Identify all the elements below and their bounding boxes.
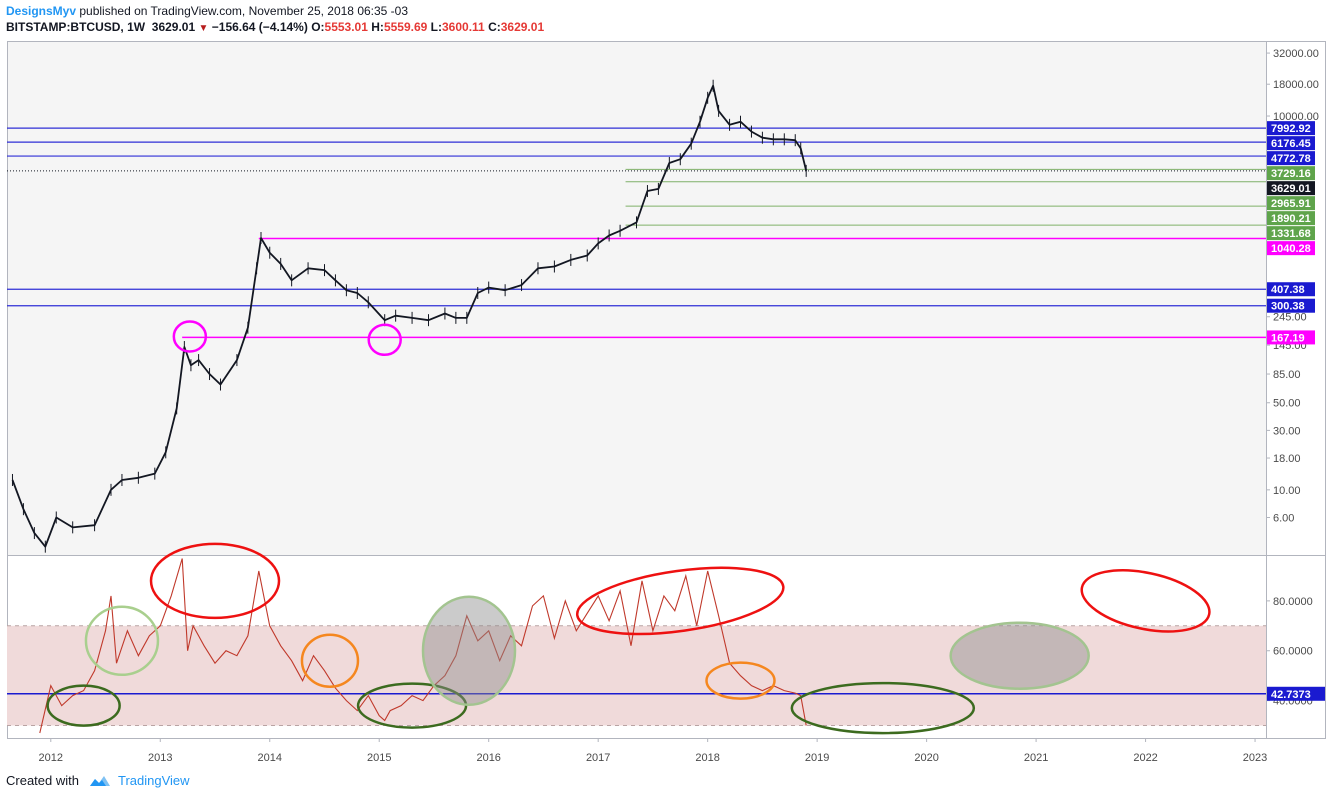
price-tick-label: 6.00 xyxy=(1273,512,1294,524)
time-tick-label: 2020 xyxy=(914,752,938,764)
last-price: 3629.01 xyxy=(151,20,196,34)
time-tick-label: 2016 xyxy=(476,752,500,764)
time-tick-label: 2014 xyxy=(258,752,282,764)
symbol-line: BITSTAMP:BTCUSD, 1W 3629.01 ▼ −156.64 (−… xyxy=(6,19,1306,37)
indicator-ellipse-annotation xyxy=(949,621,1090,690)
level-price-label: 1040.28 xyxy=(1271,243,1311,255)
time-tick-label: 2022 xyxy=(1133,752,1157,764)
level-price-label: 407.38 xyxy=(1271,284,1305,296)
price-tick-label: 85.00 xyxy=(1273,369,1301,381)
tradingview-logo-icon xyxy=(89,775,110,786)
price-tick-label: 18000.00 xyxy=(1273,79,1319,91)
down-arrow-icon: ▼ xyxy=(198,23,209,34)
level-price-label: 2965.91 xyxy=(1271,198,1311,210)
time-tick-label: 2012 xyxy=(39,752,63,764)
price-pane xyxy=(7,41,1266,555)
chart-header: DesignsMyv published on TradingView.com,… xyxy=(6,3,1306,37)
price-tick-label: 32000.00 xyxy=(1273,48,1319,60)
indicator-ellipse-annotation xyxy=(705,661,776,700)
chart-frame xyxy=(7,41,1326,739)
time-tick-label: 2018 xyxy=(695,752,719,764)
price-tick-label: 245.00 xyxy=(1273,312,1307,324)
indicator-value-tag xyxy=(1267,686,1325,701)
level-price-tag xyxy=(1267,226,1315,241)
level-price-label: 6176.45 xyxy=(1271,138,1311,150)
indicator-ellipse-annotation xyxy=(149,542,281,620)
level-price-tag xyxy=(1267,181,1315,196)
indicator-tick-label: 60.0000 xyxy=(1273,646,1313,658)
indicator-ellipse-annotation xyxy=(790,681,976,735)
level-price-tag xyxy=(1267,166,1315,181)
indicator-value-label: 42.7373 xyxy=(1271,689,1311,701)
indicator-line[interactable] xyxy=(39,558,807,734)
magenta-circle-annotation xyxy=(172,320,208,353)
level-price-tag xyxy=(1267,241,1315,256)
price-tick-label: 10.00 xyxy=(1273,485,1301,497)
price-line[interactable] xyxy=(11,84,808,548)
indicator-ellipse-annotation xyxy=(575,566,785,636)
high-value: 5559.69 xyxy=(383,20,428,34)
level-price-tag xyxy=(1267,121,1315,136)
close-value: 3629.01 xyxy=(500,20,545,34)
level-price-tag xyxy=(1267,196,1315,211)
published-text: published on TradingView.com, November 2… xyxy=(76,4,409,18)
level-price-label: 167.19 xyxy=(1271,332,1305,344)
price-tick-label: 30.00 xyxy=(1273,425,1301,437)
time-tick-label: 2013 xyxy=(148,752,172,764)
price-change: −156.64 (−4.14%) xyxy=(211,20,308,34)
time-tick-label: 2021 xyxy=(1024,752,1048,764)
level-price-tag xyxy=(1267,298,1315,313)
level-price-label: 1331.68 xyxy=(1271,228,1311,240)
level-price-label: 3629.01 xyxy=(1271,183,1311,195)
indicator-ellipse-annotation xyxy=(84,605,160,677)
low-value: 3600.11 xyxy=(442,20,485,34)
indicator-ellipse-annotation xyxy=(46,684,121,727)
time-tick-label: 2017 xyxy=(586,752,610,764)
tradingview-link[interactable]: TradingView xyxy=(118,773,190,788)
chart-canvas[interactable]: 32000.0018000.0010000.00245.00145.0085.0… xyxy=(0,0,1331,768)
time-tick-label: 2015 xyxy=(367,752,391,764)
open-label: O: xyxy=(311,20,325,34)
level-price-tag xyxy=(1267,151,1315,166)
level-price-label: 4772.78 xyxy=(1271,153,1311,165)
open-value: 5553.01 xyxy=(324,20,368,34)
time-tick-label: 2023 xyxy=(1243,752,1267,764)
level-price-tag xyxy=(1267,136,1315,151)
price-tick-label: 50.00 xyxy=(1273,398,1301,410)
symbol-name[interactable]: BITSTAMP:BTCUSD, 1W xyxy=(6,20,146,34)
level-price-tag xyxy=(1267,330,1315,345)
price-tick-label: 18.00 xyxy=(1273,453,1301,465)
high-label: H: xyxy=(371,20,384,34)
time-tick-label: 2019 xyxy=(805,752,829,764)
author-link[interactable]: DesignsMyv xyxy=(6,4,77,18)
level-price-label: 7992.92 xyxy=(1271,123,1311,135)
level-price-label: 300.38 xyxy=(1271,301,1305,313)
indicator-band xyxy=(7,625,1266,726)
created-with-text: Created with xyxy=(6,773,79,788)
level-price-tag xyxy=(1267,211,1315,226)
low-label: L: xyxy=(430,20,442,34)
publish-line: DesignsMyv published on TradingView.com,… xyxy=(6,3,1306,19)
footer: Created with TradingView xyxy=(6,773,190,790)
indicator-ellipse-annotation xyxy=(300,633,360,688)
indicator-ellipse-annotation xyxy=(421,595,517,706)
magenta-circle-annotation xyxy=(367,323,402,357)
level-price-tag xyxy=(1267,282,1315,297)
indicator-ellipse-annotation xyxy=(1080,569,1211,633)
level-price-label: 3729.16 xyxy=(1271,168,1311,180)
level-price-label: 1890.21 xyxy=(1271,213,1311,225)
price-tick-label: 10000.00 xyxy=(1273,111,1319,123)
close-label: C: xyxy=(488,20,501,34)
indicator-tick-label: 80.0000 xyxy=(1273,596,1313,608)
